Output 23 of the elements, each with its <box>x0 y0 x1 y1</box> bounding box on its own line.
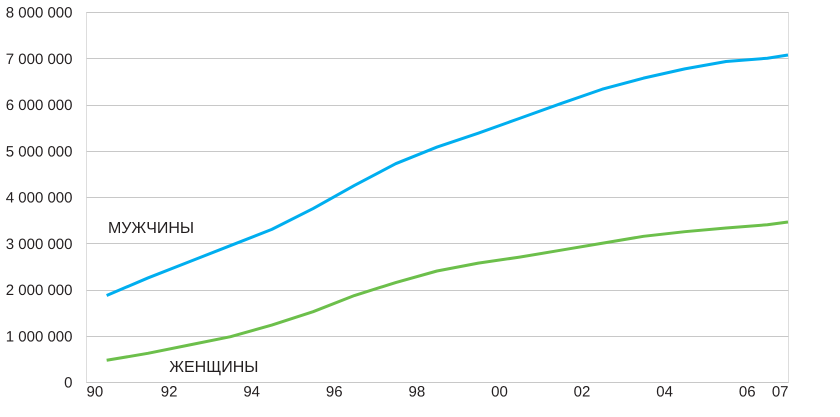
x-tick-label: 98 <box>408 384 426 400</box>
y-tick-label: 0 <box>64 374 72 392</box>
line-series <box>105 54 790 298</box>
y-tick-label: 3 000 000 <box>6 236 72 253</box>
x-tick-label: 96 <box>326 384 343 400</box>
y-tick-label: 6 000 000 <box>6 97 72 114</box>
series-label: МУЖЧИНЫ <box>108 220 194 237</box>
y-tick-label: 5 000 000 <box>6 143 72 160</box>
y-tick-label: 2 000 000 <box>6 282 72 299</box>
x-tick-label: 02 <box>574 384 590 400</box>
y-tick-label: 1 000 000 <box>6 328 72 346</box>
x-tick-label: 92 <box>160 384 178 400</box>
series-label: ЖЕНЩИНЫ <box>169 359 258 376</box>
x-tick-label: 06 <box>738 384 756 400</box>
x-tick-label: 94 <box>243 384 260 400</box>
x-tick-label: 90 <box>86 384 104 400</box>
y-tick-label: 7 000 000 <box>6 50 72 68</box>
line-series <box>105 220 790 362</box>
x-tick-label: 04 <box>656 384 673 400</box>
x-tick-label: 00 <box>491 384 508 400</box>
y-tick-label: 4 000 000 <box>6 190 72 206</box>
y-tick-label: 8 000 000 <box>6 4 72 22</box>
x-tick-label: 07 <box>772 384 788 400</box>
